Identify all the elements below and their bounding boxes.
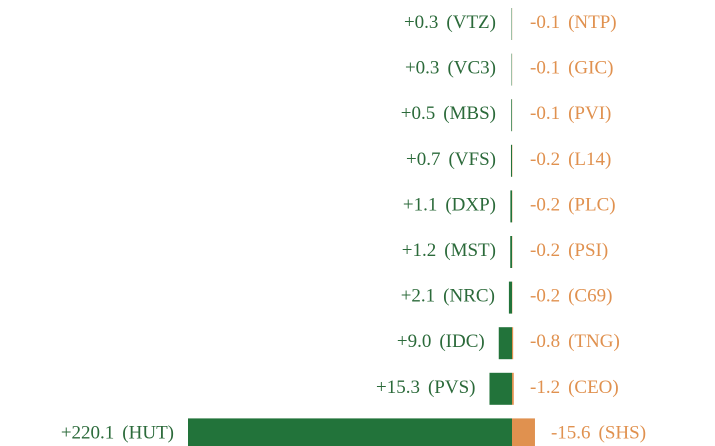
positive-label: +2.1 (NRC) bbox=[401, 286, 495, 307]
positive-bar bbox=[498, 327, 512, 360]
negative-value: -0.2 bbox=[530, 195, 560, 216]
negative-value: -0.2 bbox=[530, 149, 560, 170]
negative-value: -0.1 bbox=[530, 58, 560, 79]
positive-ticker: (HUT) bbox=[122, 423, 174, 444]
positive-ticker: (IDC) bbox=[439, 332, 484, 353]
positive-value: +2.1 bbox=[401, 286, 435, 307]
negative-bar bbox=[512, 372, 514, 405]
positive-label: +220.1 (HUT) bbox=[61, 423, 174, 444]
positive-label: +15.3 (PVS) bbox=[376, 377, 475, 398]
positive-label: +0.3 (VTZ) bbox=[404, 12, 496, 33]
positive-ticker: (VC3) bbox=[447, 58, 496, 79]
negative-label: -0.2 (PSI) bbox=[530, 240, 608, 261]
positive-label: +1.1 (DXP) bbox=[403, 195, 496, 216]
negative-label: -1.2 (CEO) bbox=[530, 377, 619, 398]
negative-label: -0.2 (C69) bbox=[530, 286, 612, 307]
negative-label: -0.2 (L14) bbox=[530, 149, 611, 170]
negative-label: -0.1 (PVI) bbox=[530, 104, 611, 125]
positive-value: +1.2 bbox=[402, 240, 436, 261]
positive-bar bbox=[510, 236, 512, 268]
positive-label: +0.7 (VFS) bbox=[406, 149, 496, 170]
negative-value: -0.8 bbox=[530, 332, 560, 353]
positive-value: +1.1 bbox=[403, 195, 437, 216]
positive-bar bbox=[510, 144, 512, 177]
positive-ticker: (DXP) bbox=[445, 195, 496, 216]
positive-ticker: (NRC) bbox=[443, 286, 495, 307]
negative-value: -15.6 bbox=[551, 423, 591, 444]
positive-bar bbox=[188, 418, 512, 446]
positive-label: +9.0 (IDC) bbox=[397, 332, 485, 353]
positive-value: +0.7 bbox=[406, 149, 440, 170]
positive-label: +1.2 (MST) bbox=[402, 240, 496, 261]
negative-ticker: (L14) bbox=[568, 149, 611, 170]
positive-label: +0.5 (MBS) bbox=[401, 104, 496, 125]
positive-bar bbox=[508, 281, 512, 314]
positive-ticker: (MBS) bbox=[443, 104, 496, 125]
positive-value: +0.3 bbox=[405, 58, 439, 79]
negative-label: -0.1 (GIC) bbox=[530, 58, 613, 79]
positive-ticker: (VFS) bbox=[448, 149, 496, 170]
negative-value: -0.2 bbox=[530, 240, 560, 261]
negative-bar bbox=[512, 418, 535, 446]
positive-label: +0.3 (VC3) bbox=[405, 58, 496, 79]
negative-value: -0.1 bbox=[530, 104, 560, 125]
negative-value: -1.2 bbox=[530, 377, 560, 398]
negative-ticker: (CEO) bbox=[568, 377, 619, 398]
negative-ticker: (NTP) bbox=[568, 12, 617, 33]
negative-label: -0.1 (NTP) bbox=[530, 12, 617, 33]
negative-ticker: (C69) bbox=[568, 286, 612, 307]
negative-label: -0.8 (TNG) bbox=[530, 332, 620, 353]
positive-value: +15.3 bbox=[376, 377, 420, 398]
negative-bar bbox=[512, 327, 514, 360]
negative-label: -15.6 (SHS) bbox=[551, 423, 646, 444]
negative-ticker: (SHS) bbox=[599, 423, 647, 444]
negative-label: -0.2 (PLC) bbox=[530, 195, 616, 216]
positive-value: +9.0 bbox=[397, 332, 431, 353]
negative-ticker: (TNG) bbox=[568, 332, 620, 353]
negative-ticker: (PVI) bbox=[568, 104, 611, 125]
positive-value: +0.3 bbox=[404, 12, 438, 33]
positive-bar bbox=[489, 372, 512, 405]
negative-value: -0.1 bbox=[530, 12, 560, 33]
positive-ticker: (PVS) bbox=[428, 377, 476, 398]
positive-ticker: (VTZ) bbox=[446, 12, 496, 33]
negative-ticker: (PSI) bbox=[568, 240, 608, 261]
negative-ticker: (GIC) bbox=[568, 58, 613, 79]
positive-bar bbox=[510, 190, 512, 223]
positive-ticker: (MST) bbox=[444, 240, 496, 261]
positive-value: +220.1 bbox=[61, 423, 114, 444]
negative-value: -0.2 bbox=[530, 286, 560, 307]
negative-ticker: (PLC) bbox=[568, 195, 616, 216]
positive-bar bbox=[511, 99, 512, 132]
positive-value: +0.5 bbox=[401, 104, 435, 125]
